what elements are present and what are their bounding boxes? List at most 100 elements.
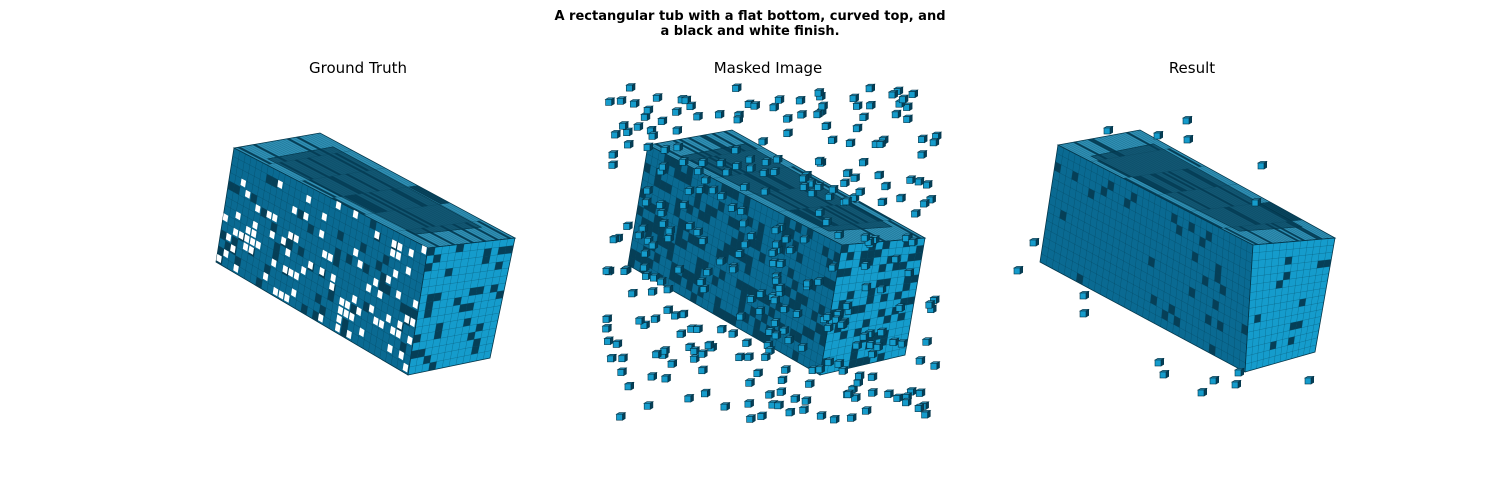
voxel: [702, 267, 714, 277]
voxel: [890, 254, 902, 264]
voxel: [672, 142, 684, 152]
voxel: [735, 311, 747, 321]
voxel: [1012, 265, 1024, 275]
voxel: [816, 411, 827, 420]
voxel: [888, 337, 900, 347]
voxel: [852, 101, 864, 111]
voxel: [761, 157, 772, 167]
voxel: [842, 168, 854, 178]
voxel: [664, 225, 676, 235]
voxel-box: [1039, 129, 1337, 373]
voxel: [897, 338, 908, 348]
voxel: [876, 327, 888, 337]
voxel: [837, 366, 849, 375]
voxel: [860, 261, 871, 270]
voxel: [1078, 308, 1090, 318]
voxel: [915, 388, 926, 398]
voxel: [657, 116, 668, 126]
voxel: [678, 157, 690, 166]
voxel: [854, 187, 866, 197]
voxel: [1196, 387, 1208, 397]
voxel: [692, 111, 704, 121]
voxel: [1153, 357, 1165, 367]
side-speckle: [1254, 256, 1332, 350]
voxel: [671, 125, 683, 135]
voxel: [716, 191, 728, 201]
voxel: [745, 163, 757, 173]
voxel: [708, 185, 719, 195]
voxel: [804, 379, 816, 388]
voxel: [922, 179, 934, 189]
voxel: [684, 186, 695, 196]
voxel: [648, 240, 659, 250]
voxel: [1233, 367, 1245, 377]
voxel: [774, 283, 786, 293]
voxel: [785, 245, 797, 255]
voxel: [740, 239, 751, 249]
voxel: [925, 194, 937, 204]
voxel: [849, 173, 861, 183]
voxel: [895, 193, 907, 203]
voxel: [700, 175, 712, 185]
voxel: [689, 346, 701, 355]
result-voxel-render: [1012, 80, 1372, 425]
voxel: [1102, 125, 1114, 135]
voxel: [795, 95, 806, 105]
voxel: [732, 114, 744, 124]
voxel: [1250, 197, 1262, 207]
voxel: [730, 145, 742, 155]
voxel: [865, 100, 877, 110]
voxel: [731, 83, 743, 93]
voxel: [892, 393, 904, 403]
voxel: [647, 131, 659, 140]
panel-title-result: Result: [1168, 59, 1216, 77]
voxel: [792, 309, 804, 318]
voxel: [659, 346, 671, 355]
voxel: [799, 234, 811, 244]
voxel: [719, 401, 731, 411]
voxel: [663, 233, 675, 243]
voxel: [642, 185, 654, 195]
voxel: [608, 234, 620, 244]
voxel: [907, 89, 919, 99]
voxel: [610, 129, 622, 139]
voxel: [618, 121, 630, 130]
voxel: [612, 339, 623, 349]
voxel: [623, 139, 635, 149]
voxel: [914, 176, 925, 186]
voxel: [1208, 375, 1220, 385]
voxel: [812, 109, 824, 119]
voxel: [829, 414, 841, 424]
voxel: [822, 312, 834, 322]
voxel: [616, 96, 627, 105]
voxel: [738, 218, 750, 228]
voxel: [692, 324, 704, 334]
voxel: [1152, 130, 1164, 140]
voxel: [671, 107, 683, 116]
voxel: [823, 357, 835, 367]
voxel: [739, 182, 751, 192]
voxel: [873, 170, 885, 180]
voxel: [727, 203, 739, 212]
voxel: [827, 262, 839, 272]
voxel: [907, 237, 919, 247]
voxel: [780, 365, 792, 374]
voxel: [699, 284, 710, 294]
voxel: [797, 343, 809, 352]
voxel: [919, 198, 931, 208]
voxel: [836, 320, 848, 329]
voxel: [877, 197, 888, 207]
voxel: [615, 412, 627, 421]
voxel: [721, 167, 733, 177]
voxel: [921, 337, 933, 346]
voxel: [752, 368, 764, 378]
voxel: [695, 277, 707, 287]
voxel: [770, 318, 782, 327]
voxel: [771, 275, 783, 285]
voxel: [846, 413, 858, 422]
voxel: [684, 221, 696, 231]
figure-title-line-2: a black and white finish.: [660, 24, 840, 39]
scattered-voxels: [601, 82, 943, 424]
voxel: [864, 83, 876, 93]
voxel: [714, 109, 726, 119]
